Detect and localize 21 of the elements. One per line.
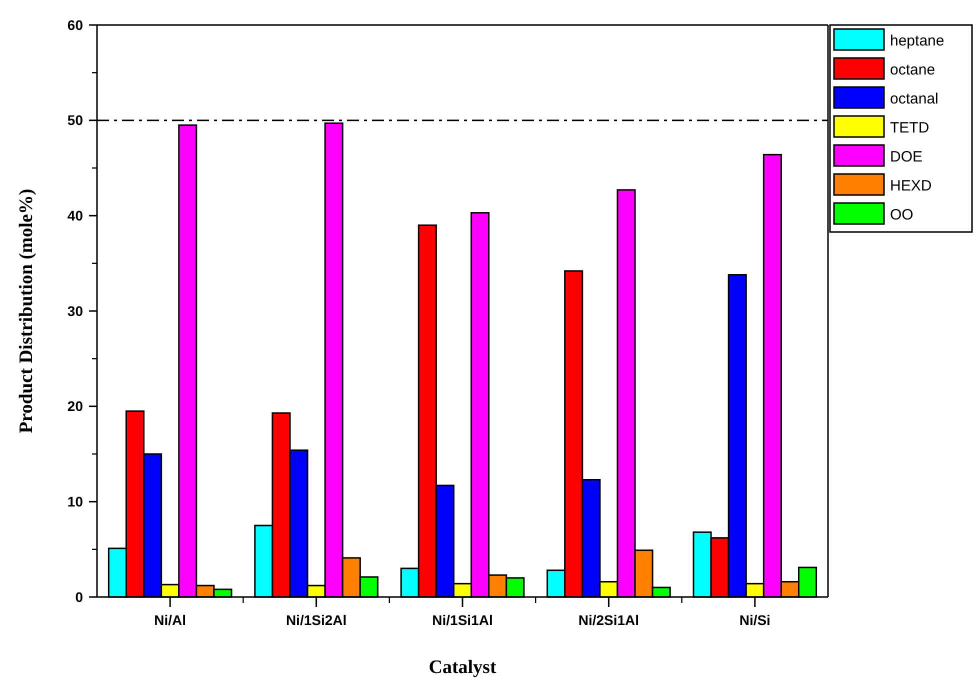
y-tick-label: 20	[67, 398, 84, 414]
x-tick-label: Ni/1Si2Al	[286, 612, 347, 628]
y-tick-label: 0	[75, 588, 84, 605]
legend-label: octane	[890, 61, 936, 78]
legend-label: TETD	[890, 119, 930, 136]
legend-label: DOE	[890, 148, 923, 166]
x-tick-label: Ni/2Si1Al	[578, 612, 640, 628]
y-axis-title: Product Distribution (mole%)	[16, 188, 37, 434]
y-tick-label: 50	[67, 112, 84, 128]
legend-label: heptane	[890, 32, 944, 50]
legend-label: HEXD	[890, 177, 932, 194]
x-tick-label: Ni/Al	[154, 612, 186, 628]
y-tick-label: 40	[67, 208, 84, 224]
y-tick-label: 60	[67, 16, 84, 33]
x-tick-label: Ni/1Si1Al	[432, 612, 493, 628]
y-tick-label: 10	[67, 494, 84, 510]
x-axis-title: Catalyst	[428, 657, 497, 678]
y-tick-label: 30	[67, 302, 84, 319]
x-tick-label: Ni/Si	[739, 612, 770, 628]
legend-label: octanal	[890, 90, 938, 108]
legend-label: OO	[890, 206, 914, 224]
